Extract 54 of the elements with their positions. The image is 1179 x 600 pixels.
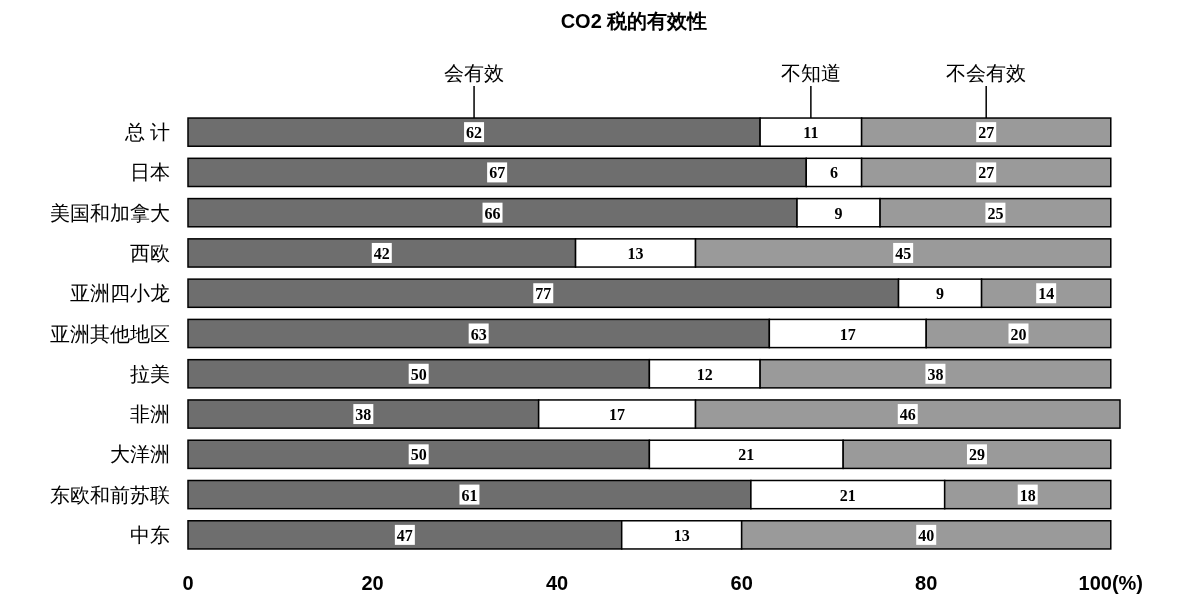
data-label: 9 [936, 285, 945, 303]
y-tick-label: 大洋洲 [110, 443, 170, 466]
data-label: 20 [1010, 325, 1027, 343]
data-label: 63 [470, 325, 487, 343]
y-tick-label: 西欧 [130, 241, 170, 264]
x-tick-label: 80 [915, 572, 938, 594]
y-tick-label: 日本 [130, 161, 170, 184]
chart-title: CO2 税的有效性 [560, 10, 708, 32]
y-tick-label: 亚洲四小龙 [70, 282, 170, 305]
x-tick-label: 20 [361, 572, 384, 594]
x-tick-label: 40 [545, 572, 569, 594]
series-label: 不会有效 [946, 62, 1027, 84]
data-label: 18 [1019, 486, 1036, 504]
data-label: 50 [410, 365, 427, 383]
data-label: 25 [987, 204, 1004, 222]
x-tick-label: 60 [730, 572, 753, 594]
data-label: 67 [489, 164, 506, 182]
data-label: 21 [839, 486, 856, 504]
data-label: 13 [627, 244, 644, 262]
data-label: 47 [396, 526, 413, 544]
data-label: 46 [899, 406, 916, 424]
data-label: 17 [609, 406, 626, 424]
data-label: 42 [373, 244, 390, 262]
y-tick-label: 拉美 [130, 362, 170, 385]
data-label: 6 [829, 164, 838, 182]
data-label: 9 [834, 204, 843, 222]
data-label: 45 [895, 244, 912, 262]
data-label: 50 [410, 446, 427, 464]
data-label: 66 [484, 204, 501, 222]
data-label: 62 [466, 124, 483, 142]
data-label: 61 [461, 486, 478, 504]
data-label: 13 [673, 526, 690, 544]
data-label: 38 [927, 365, 944, 383]
data-label: 27 [978, 164, 995, 182]
data-label: 40 [918, 526, 935, 544]
y-tick-label: 亚洲其他地区 [50, 322, 170, 345]
data-label: 12 [696, 365, 713, 383]
y-tick-label: 非洲 [130, 403, 170, 426]
data-label: 14 [1038, 285, 1055, 303]
data-label: 21 [738, 446, 755, 464]
x-tick-label: 100(%) [1078, 572, 1144, 594]
series-label: 会有效 [444, 62, 505, 84]
data-label: 27 [978, 124, 995, 142]
data-label: 11 [803, 124, 819, 142]
y-tick-label: 东欧和前苏联 [50, 483, 170, 506]
x-tick-label: 0 [182, 572, 194, 594]
data-label: 29 [968, 446, 985, 464]
series-label: 不知道 [780, 62, 841, 84]
y-tick-label: 总 计 [124, 121, 170, 144]
data-label: 38 [355, 406, 372, 424]
data-label: 17 [839, 325, 856, 343]
data-label: 77 [535, 285, 552, 303]
y-tick-label: 中东 [130, 523, 170, 546]
y-tick-label: 美国和加拿大 [50, 201, 170, 224]
